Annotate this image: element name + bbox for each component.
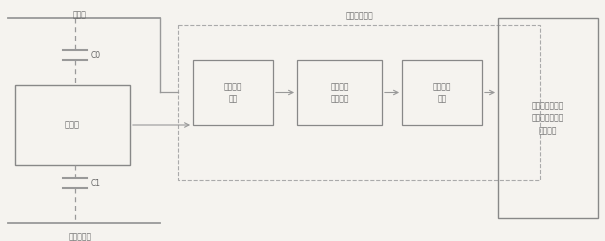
Text: 过压保护
电路: 过压保护 电路 [224,82,242,103]
Text: C1: C1 [91,179,101,187]
Text: 高压线: 高压线 [73,10,87,19]
Text: 能量收集
芯片: 能量收集 芯片 [433,82,451,103]
Text: 金属体: 金属体 [65,120,80,129]
Text: 能量收集模块: 能量收集模块 [345,11,373,20]
Text: C0: C0 [91,51,101,60]
Text: 整流电路
（可选）: 整流电路 （可选） [330,82,348,103]
Text: 负载（单片机、
无线模块以及传
感器等）: 负载（单片机、 无线模块以及传 感器等） [532,101,564,135]
Text: 高压线或地: 高压线或地 [68,232,91,241]
